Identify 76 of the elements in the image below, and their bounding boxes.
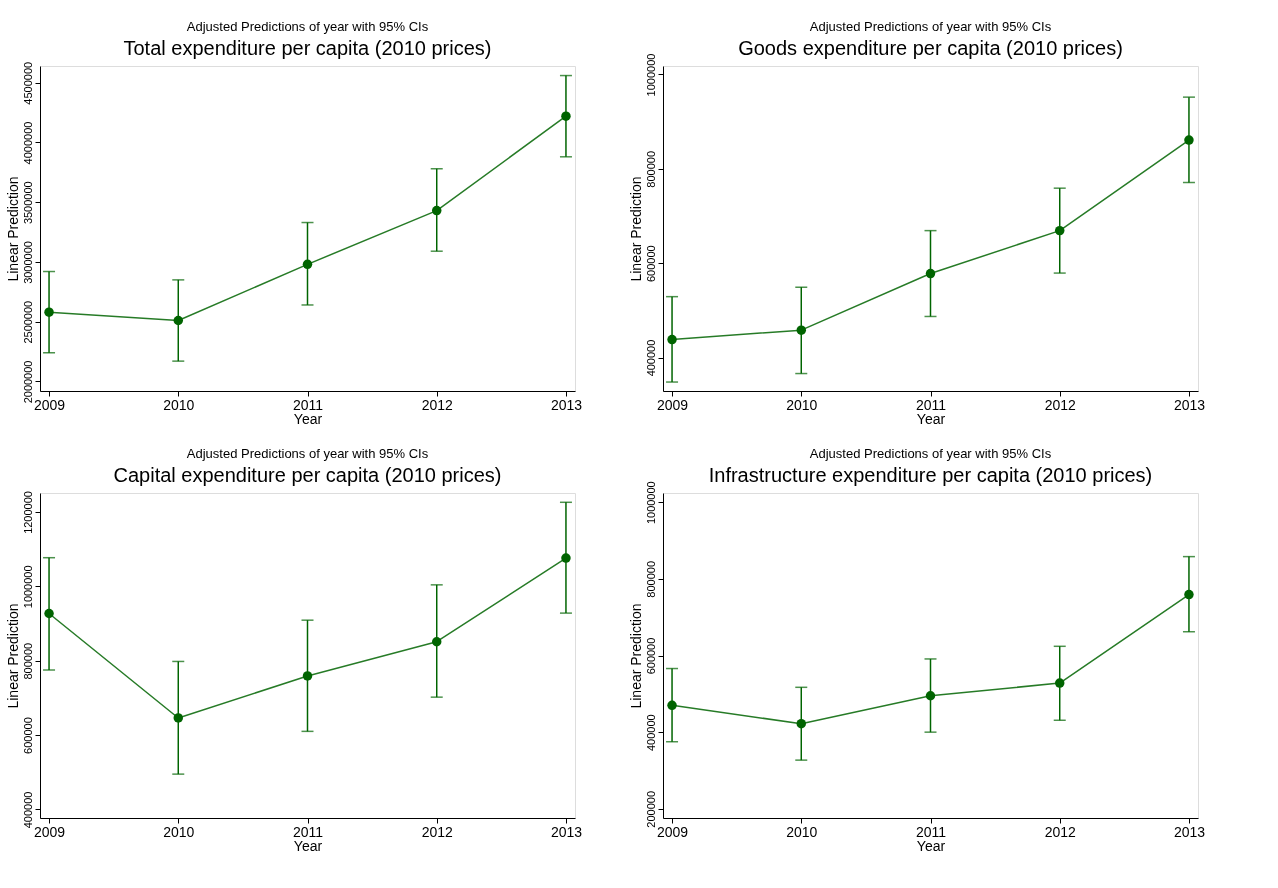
chart-title: Total expenditure per capita (2010 prices): [123, 37, 492, 59]
point: [44, 608, 54, 619]
chart-subtitle: Adjusted Predictions of year with 95% CIs: [186, 19, 429, 34]
y-tick-label: 400000: [644, 339, 657, 377]
x-tick-label: 2011: [915, 396, 947, 413]
y-tick-label: 3500000: [21, 181, 34, 225]
chart-subtitle: Adjusted Predictions of year with 95% CIs: [809, 446, 1052, 461]
point: [1184, 589, 1194, 600]
x-tick-label: 2010: [786, 396, 818, 413]
y-axis-title: Linear Prediction: [627, 176, 644, 282]
x-tick-label: 2010: [163, 396, 195, 413]
point: [925, 691, 936, 701]
point: [561, 111, 571, 121]
y-tick-label: 800000: [21, 642, 34, 680]
y-tick-label: 1200000: [21, 491, 34, 534]
x-tick-label: 2009: [656, 823, 689, 840]
point: [1184, 135, 1194, 145]
chart-title: Capital expenditure per capita (2010 prices): [113, 464, 502, 486]
point: [667, 334, 677, 345]
x-tick-label: 2012: [1044, 823, 1077, 840]
point: [796, 325, 807, 335]
y-tick-label: 800000: [644, 560, 657, 598]
y-tick-label: 4500000: [21, 61, 34, 105]
chart-title: Goods expenditure per capita (2010 prices): [738, 37, 1123, 59]
chart-title: Infrastructure expenditure per capita (2010 prices): [708, 464, 1153, 486]
point: [1054, 225, 1065, 236]
point: [1054, 678, 1065, 688]
y-tick-label: 200000: [644, 790, 657, 828]
point: [667, 700, 677, 711]
chart-subtitle: Adjusted Predictions of year with 95% CIs: [809, 19, 1052, 34]
x-tick-label: 2011: [915, 823, 947, 840]
point: [431, 205, 442, 216]
x-tick-label: 2010: [163, 823, 195, 840]
x-tick-label: 2013: [1173, 823, 1206, 840]
x-tick-label: 2013: [550, 396, 583, 413]
y-tick-label: 400000: [644, 714, 657, 752]
point: [431, 637, 442, 647]
point: [302, 671, 313, 681]
y-tick-label: 400000: [21, 791, 34, 829]
y-axis-title: Linear Prediction: [4, 603, 21, 709]
y-axis-title: Linear Prediction: [4, 176, 21, 282]
x-tick-label: 2009: [33, 396, 66, 413]
y-tick-label: 3000000: [21, 241, 34, 284]
point: [173, 713, 184, 723]
chart-subtitle: Adjusted Predictions of year with 95% CIs: [186, 446, 429, 461]
x-tick-label: 2009: [33, 823, 66, 840]
x-tick-label: 2010: [786, 823, 818, 840]
y-tick-label: 600000: [644, 637, 657, 675]
x-axis-title: Year: [916, 837, 946, 854]
point: [302, 259, 313, 270]
point: [173, 315, 184, 326]
x-tick-label: 2011: [292, 396, 324, 413]
point: [796, 718, 807, 729]
y-tick-label: 2500000: [21, 300, 34, 344]
x-tick-label: 2012: [1044, 396, 1077, 413]
y-tick-label: 1000000: [21, 565, 34, 609]
x-tick-label: 2012: [421, 823, 454, 840]
point: [561, 553, 571, 563]
x-tick-label: 2011: [292, 823, 324, 840]
x-tick-label: 2013: [550, 823, 583, 840]
y-tick-label: 1000000: [644, 481, 657, 525]
x-tick-label: 2012: [421, 396, 454, 413]
y-axis-title: Linear Prediction: [627, 603, 644, 709]
x-axis-title: Year: [293, 410, 323, 427]
x-tick-label: 2013: [1173, 396, 1206, 413]
x-axis-title: Year: [916, 410, 946, 427]
point: [925, 268, 936, 279]
y-tick-label: 600000: [21, 717, 34, 754]
y-tick-label: 800000: [644, 150, 657, 188]
y-tick-label: 4000000: [21, 121, 34, 165]
x-axis-title: Year: [293, 837, 323, 854]
y-tick-label: 1000000: [644, 53, 657, 97]
x-tick-label: 2009: [656, 396, 689, 413]
y-tick-label: 600000: [644, 245, 657, 283]
point: [44, 307, 54, 317]
y-tick-label: 2000000: [21, 360, 34, 404]
